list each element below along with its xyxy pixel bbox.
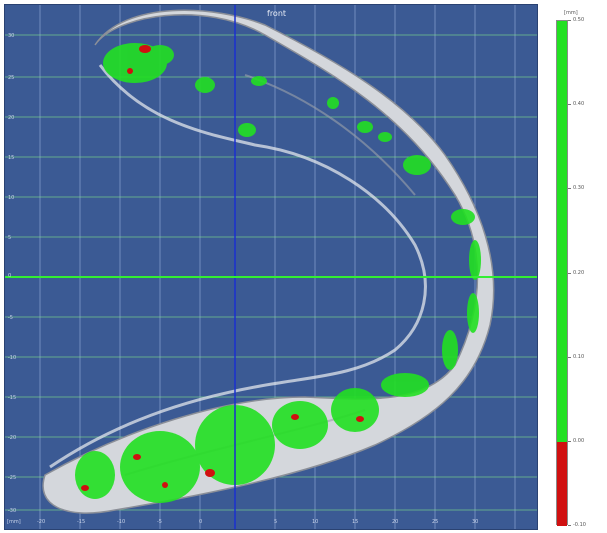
x-tick: -20 — [37, 519, 46, 525]
scale-tick: 0.40 — [573, 101, 585, 108]
scale-tick-mark — [568, 20, 571, 21]
scale-tick: -0.10 — [573, 522, 586, 528]
color-scale-bar — [556, 20, 568, 526]
scale-unit: [mm] — [564, 10, 578, 16]
y-tick: -20 — [8, 435, 17, 441]
y-tick: -10 — [8, 355, 17, 361]
x-tick: 20 — [392, 519, 399, 525]
y-tick: -15 — [8, 395, 17, 401]
scale-tick: 0.10 — [573, 353, 585, 360]
y-tick: 15 — [8, 155, 15, 161]
scale-tick-mark — [568, 188, 571, 190]
scale-tick-mark — [568, 272, 571, 274]
scale-green-segment — [557, 21, 567, 442]
y-tick: -30 — [8, 508, 17, 514]
y-tick: 10 — [8, 195, 15, 201]
x-tick: 15 — [352, 519, 359, 525]
y-tick: -5 — [8, 315, 13, 321]
x-tick: -10 — [117, 519, 126, 525]
deviation-3d-viewer[interactable]: front 30 25 20 15 10 5 0 -5 -10 -15 -20 … — [4, 4, 538, 530]
scale-red-segment — [557, 441, 567, 526]
y-tick: 20 — [8, 115, 15, 121]
x-axis-unit: [mm] — [7, 519, 21, 525]
x-tick: 0 — [199, 519, 203, 525]
y-tick: 25 — [8, 75, 15, 81]
y-tick: 0 — [8, 273, 12, 279]
x-tick: 10 — [312, 519, 319, 525]
x-tick: -5 — [157, 519, 162, 525]
scale-tick: 0.50 — [573, 17, 585, 23]
x-tick: 30 — [472, 519, 479, 525]
viewer-canvas — [5, 5, 537, 529]
deviation-red-regions — [81, 45, 364, 491]
scale-tick-mark — [568, 356, 571, 358]
scale-tick-mark — [568, 525, 571, 526]
y-tick: 5 — [8, 235, 12, 241]
scale-tick: 0.00 — [573, 437, 585, 444]
scale-tick: 0.30 — [573, 185, 585, 192]
scale-tick-mark — [568, 104, 571, 106]
x-tick: 5 — [274, 519, 278, 525]
y-tick: -25 — [8, 475, 17, 481]
scale-tick: 0.20 — [573, 269, 585, 276]
y-tick: 30 — [8, 33, 15, 39]
grid — [39, 5, 516, 529]
view-label: front — [267, 9, 287, 18]
x-tick: -15 — [77, 519, 86, 525]
scale-tick-mark — [568, 440, 571, 442]
color-scale-panel: [mm] 0.50 0.40 0.30 0.20 0.10 0.00 -0.10 — [540, 4, 603, 528]
x-tick: 25 — [432, 519, 439, 525]
